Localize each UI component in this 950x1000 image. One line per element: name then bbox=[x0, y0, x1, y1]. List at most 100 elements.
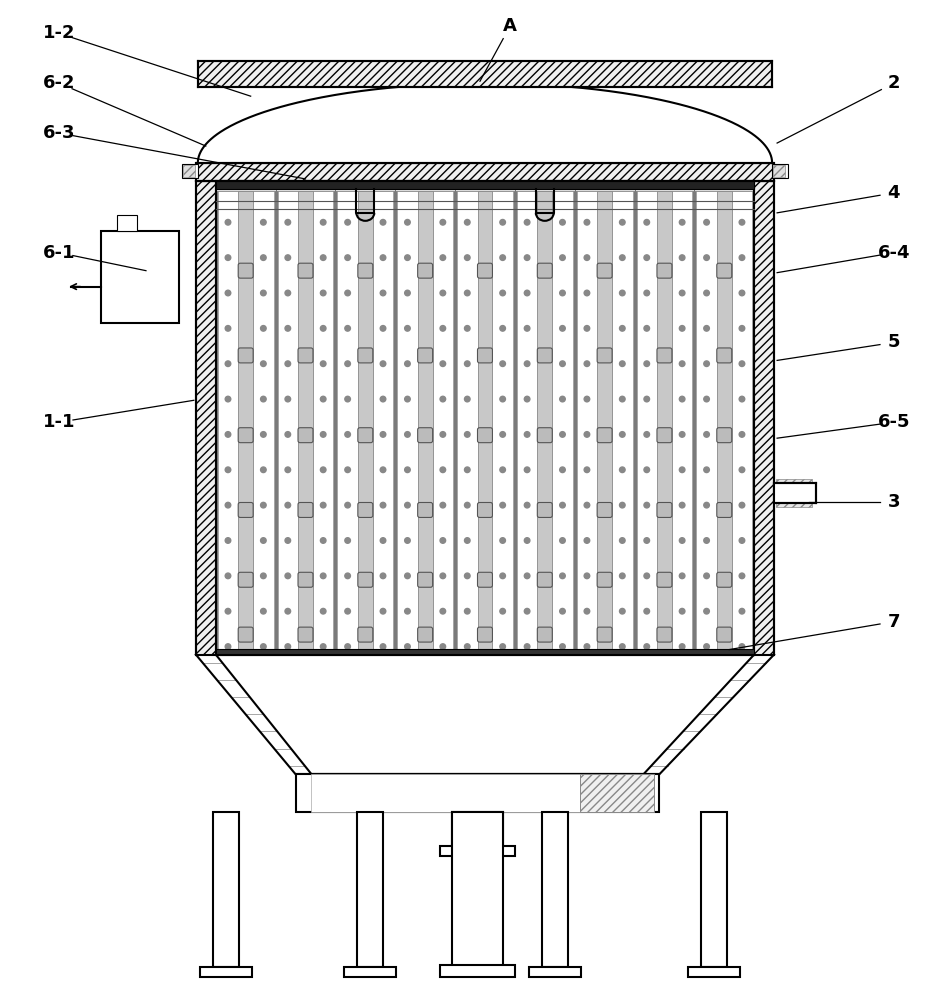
Circle shape bbox=[440, 432, 446, 437]
Circle shape bbox=[619, 538, 625, 543]
Circle shape bbox=[260, 467, 266, 473]
Circle shape bbox=[584, 502, 590, 508]
Circle shape bbox=[405, 573, 410, 579]
Circle shape bbox=[440, 290, 446, 296]
Bar bbox=[672, 191, 693, 653]
FancyBboxPatch shape bbox=[358, 348, 372, 363]
Circle shape bbox=[704, 361, 710, 366]
Text: 1-1: 1-1 bbox=[43, 413, 75, 431]
Circle shape bbox=[285, 502, 291, 508]
FancyBboxPatch shape bbox=[238, 627, 253, 642]
Circle shape bbox=[260, 502, 266, 508]
FancyBboxPatch shape bbox=[717, 502, 732, 517]
Circle shape bbox=[320, 255, 326, 260]
Circle shape bbox=[704, 290, 710, 296]
Circle shape bbox=[225, 573, 231, 579]
Circle shape bbox=[260, 255, 266, 260]
Text: 5: 5 bbox=[887, 333, 900, 351]
Circle shape bbox=[225, 432, 231, 437]
Circle shape bbox=[619, 255, 625, 260]
FancyBboxPatch shape bbox=[717, 348, 732, 363]
Circle shape bbox=[440, 502, 446, 508]
Circle shape bbox=[320, 361, 326, 366]
Circle shape bbox=[704, 502, 710, 508]
Circle shape bbox=[465, 361, 470, 366]
Bar bbox=[336, 191, 394, 653]
FancyBboxPatch shape bbox=[538, 263, 552, 278]
Circle shape bbox=[560, 467, 565, 473]
Circle shape bbox=[285, 396, 291, 402]
Circle shape bbox=[225, 538, 231, 543]
Circle shape bbox=[225, 290, 231, 296]
Bar bbox=[277, 191, 298, 653]
Circle shape bbox=[644, 255, 650, 260]
Circle shape bbox=[500, 255, 505, 260]
Circle shape bbox=[739, 219, 745, 225]
Bar bbox=[542, 812, 568, 967]
Circle shape bbox=[619, 573, 625, 579]
Text: 6-1: 6-1 bbox=[43, 244, 75, 262]
Text: 4: 4 bbox=[887, 184, 900, 202]
Circle shape bbox=[285, 326, 291, 331]
FancyBboxPatch shape bbox=[478, 263, 492, 278]
Bar bbox=[418, 191, 432, 653]
Circle shape bbox=[440, 396, 446, 402]
Circle shape bbox=[704, 432, 710, 437]
Bar bbox=[754, 181, 774, 655]
Circle shape bbox=[345, 608, 351, 614]
FancyBboxPatch shape bbox=[298, 502, 313, 517]
Circle shape bbox=[500, 644, 505, 649]
Circle shape bbox=[465, 432, 470, 437]
FancyBboxPatch shape bbox=[478, 502, 492, 517]
Circle shape bbox=[465, 538, 470, 543]
Circle shape bbox=[584, 361, 590, 366]
Bar bbox=[517, 191, 538, 653]
Bar bbox=[200, 967, 252, 977]
Bar bbox=[181, 164, 198, 178]
Circle shape bbox=[440, 219, 446, 225]
Circle shape bbox=[704, 538, 710, 543]
FancyBboxPatch shape bbox=[657, 502, 672, 517]
Circle shape bbox=[679, 538, 685, 543]
Circle shape bbox=[225, 326, 231, 331]
Text: 3: 3 bbox=[887, 493, 900, 511]
FancyBboxPatch shape bbox=[657, 627, 672, 642]
Circle shape bbox=[380, 502, 386, 508]
FancyBboxPatch shape bbox=[657, 348, 672, 363]
Circle shape bbox=[225, 502, 231, 508]
Circle shape bbox=[739, 326, 745, 331]
Bar bbox=[295, 774, 659, 812]
Bar bbox=[456, 191, 514, 653]
Bar bbox=[238, 191, 253, 653]
Circle shape bbox=[405, 219, 410, 225]
Circle shape bbox=[644, 467, 650, 473]
Circle shape bbox=[260, 290, 266, 296]
Circle shape bbox=[524, 255, 530, 260]
Circle shape bbox=[679, 396, 685, 402]
Circle shape bbox=[380, 219, 386, 225]
Circle shape bbox=[619, 644, 625, 649]
Bar bbox=[492, 191, 513, 653]
Circle shape bbox=[465, 255, 470, 260]
Circle shape bbox=[679, 219, 685, 225]
Circle shape bbox=[679, 608, 685, 614]
Circle shape bbox=[465, 396, 470, 402]
Circle shape bbox=[560, 219, 565, 225]
FancyBboxPatch shape bbox=[598, 263, 612, 278]
Circle shape bbox=[405, 502, 410, 508]
Circle shape bbox=[679, 502, 685, 508]
FancyBboxPatch shape bbox=[418, 572, 432, 587]
Bar bbox=[701, 812, 728, 967]
Circle shape bbox=[619, 290, 625, 296]
Circle shape bbox=[644, 608, 650, 614]
Circle shape bbox=[345, 255, 351, 260]
Circle shape bbox=[619, 219, 625, 225]
Circle shape bbox=[524, 219, 530, 225]
FancyBboxPatch shape bbox=[717, 627, 732, 642]
Circle shape bbox=[320, 396, 326, 402]
Circle shape bbox=[679, 290, 685, 296]
Circle shape bbox=[584, 608, 590, 614]
FancyBboxPatch shape bbox=[598, 627, 612, 642]
Circle shape bbox=[405, 608, 410, 614]
Circle shape bbox=[524, 502, 530, 508]
